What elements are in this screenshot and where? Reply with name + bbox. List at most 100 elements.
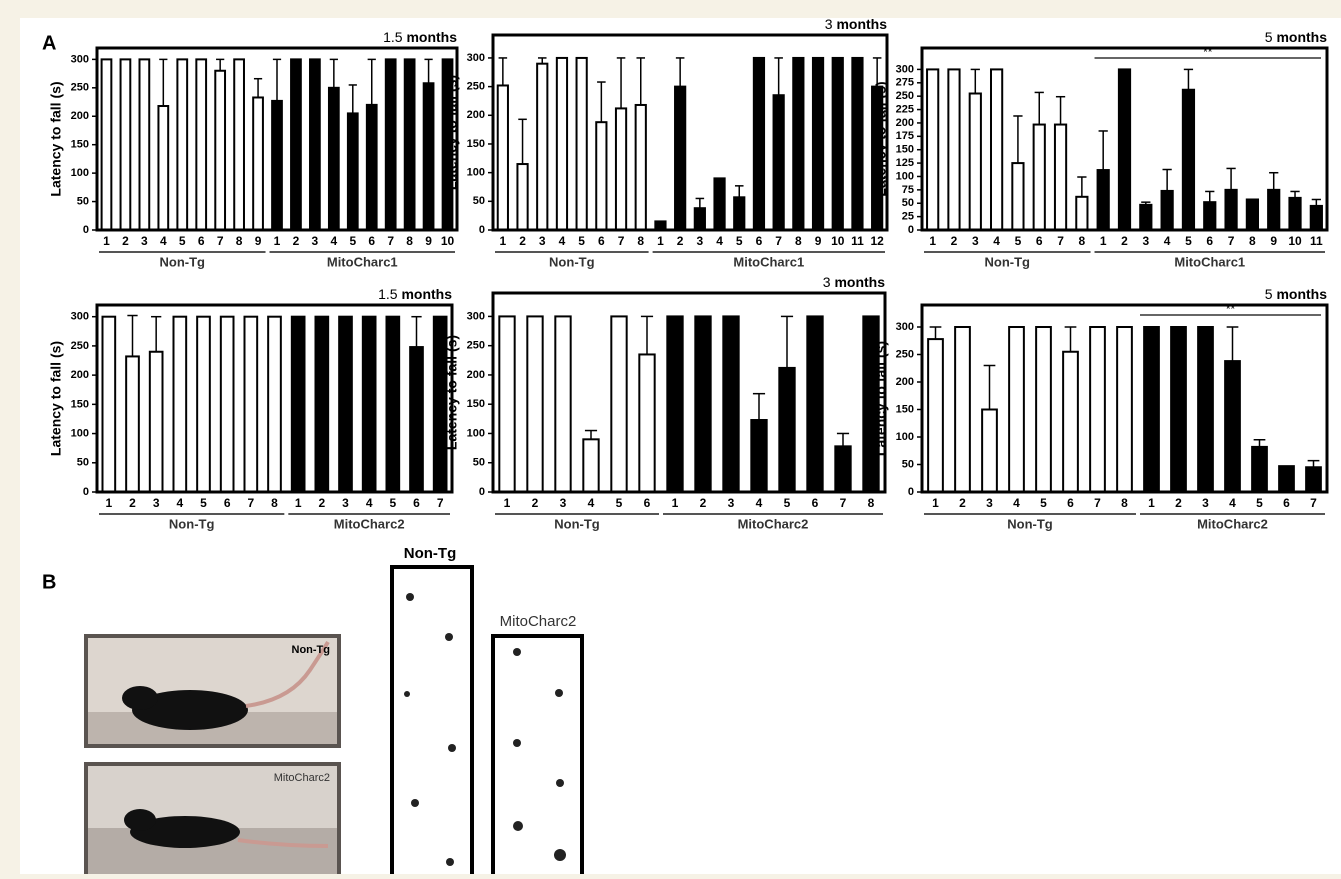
bar — [1278, 465, 1295, 493]
x-tick-label: 4 — [1013, 496, 1020, 510]
error-bar — [1183, 68, 1194, 90]
bar — [385, 315, 401, 493]
x-tick-label: 7 — [437, 496, 444, 510]
bar — [1053, 123, 1068, 231]
x-tick-label: 8 — [271, 496, 278, 510]
bar — [634, 103, 647, 231]
bar — [219, 315, 235, 493]
bar — [267, 315, 282, 493]
x-tick-label: 1 — [1100, 234, 1107, 248]
bar — [361, 315, 377, 493]
bar — [554, 315, 572, 494]
y-tick-label: 200 — [896, 117, 914, 129]
footprint — [445, 633, 453, 641]
plot-frame — [920, 303, 1329, 494]
error-bar — [752, 392, 766, 421]
error-bar — [1226, 326, 1239, 362]
error-bar — [1307, 459, 1320, 468]
y-tick-label: 150 — [467, 138, 485, 150]
footprint — [554, 849, 566, 861]
error-bar — [1162, 168, 1172, 191]
error-bar — [616, 57, 626, 109]
footprints — [513, 648, 566, 861]
bar — [290, 58, 302, 231]
bar — [947, 68, 961, 232]
bar — [365, 103, 378, 231]
bar — [989, 68, 1004, 232]
x-tick-label: 1 — [295, 496, 302, 510]
bar — [290, 315, 306, 493]
bar — [750, 419, 768, 493]
x-tick-label: 6 — [1283, 496, 1290, 510]
y-tick-label: 150 — [896, 144, 914, 156]
bar — [176, 58, 189, 231]
bar — [778, 366, 796, 493]
photo: Non-Tg — [84, 634, 341, 748]
y-tick-label: 200 — [71, 110, 89, 122]
x-tick-label: 2 — [532, 496, 539, 510]
x-tick-label: 2 — [129, 496, 136, 510]
bar — [1305, 466, 1322, 493]
x-tick-label: 5 — [1015, 234, 1022, 248]
group-label: MitoCharc2 — [1197, 516, 1268, 531]
footprint — [406, 593, 414, 601]
y-tick-label: 100 — [467, 427, 485, 439]
y-tick-label: 300 — [467, 52, 485, 64]
x-tick-label: 4 — [993, 234, 1000, 248]
x-tick-label: 4 — [330, 234, 337, 248]
footprint — [513, 648, 521, 656]
chart-title: 3 months — [823, 274, 885, 290]
error-bar — [734, 185, 744, 198]
error-bar — [518, 118, 527, 165]
x-tick-label: 5 — [616, 496, 623, 510]
x-tick-label: 1 — [500, 234, 507, 248]
footprint-label: Non-Tg — [404, 545, 456, 562]
chart: 1.5 months Latency to fall (s) 0 50 100 150 20… — [48, 286, 454, 531]
y-tick-label: 100 — [71, 427, 89, 439]
error-bar — [774, 57, 783, 96]
bar — [496, 84, 509, 232]
footprint — [411, 799, 419, 807]
mouse-tail — [245, 640, 330, 708]
group-label: Non-Tg — [985, 254, 1031, 269]
y-tick-label: 275 — [896, 77, 914, 89]
x-tick-label: 6 — [812, 496, 819, 510]
x-tick-label: 8 — [1249, 234, 1256, 248]
x-tick-label: 3 — [342, 496, 349, 510]
bar — [752, 56, 766, 231]
y-tick-label: 75 — [902, 184, 914, 196]
x-tick-label: 2 — [122, 234, 129, 248]
x-tick-label: 2 — [959, 496, 966, 510]
x-tick-label: 6 — [598, 234, 605, 248]
x-tick-label: 6 — [644, 496, 651, 510]
x-tick-label: 7 — [840, 496, 847, 510]
y-tick-label: 0 — [83, 486, 89, 498]
bar — [1089, 326, 1106, 493]
bar — [806, 315, 824, 494]
chart-title: 3 months — [825, 16, 887, 32]
y-tick-label: 300 — [896, 63, 914, 75]
photo-label: MitoCharc2 — [274, 772, 330, 784]
error-bar — [836, 432, 850, 447]
bar — [1203, 201, 1217, 231]
bar — [555, 56, 569, 231]
error-bar — [1290, 190, 1300, 198]
plot-frame — [491, 291, 887, 494]
bar — [1160, 189, 1174, 231]
footprint-panel — [491, 634, 584, 879]
group-label: MitoCharc2 — [334, 516, 405, 531]
bar — [1096, 169, 1110, 231]
bar — [610, 315, 628, 494]
x-tick-label: 4 — [588, 496, 595, 510]
x-tick-label: 7 — [247, 496, 254, 510]
x-tick-label: 6 — [1036, 234, 1043, 248]
x-tick-label: 8 — [1079, 234, 1086, 248]
x-tick-label: 5 — [736, 234, 743, 248]
error-bar — [216, 58, 225, 71]
x-tick-label: 9 — [255, 234, 262, 248]
y-tick-label: 250 — [896, 90, 914, 102]
bar — [252, 96, 264, 231]
x-tick-label: 7 — [1310, 496, 1317, 510]
